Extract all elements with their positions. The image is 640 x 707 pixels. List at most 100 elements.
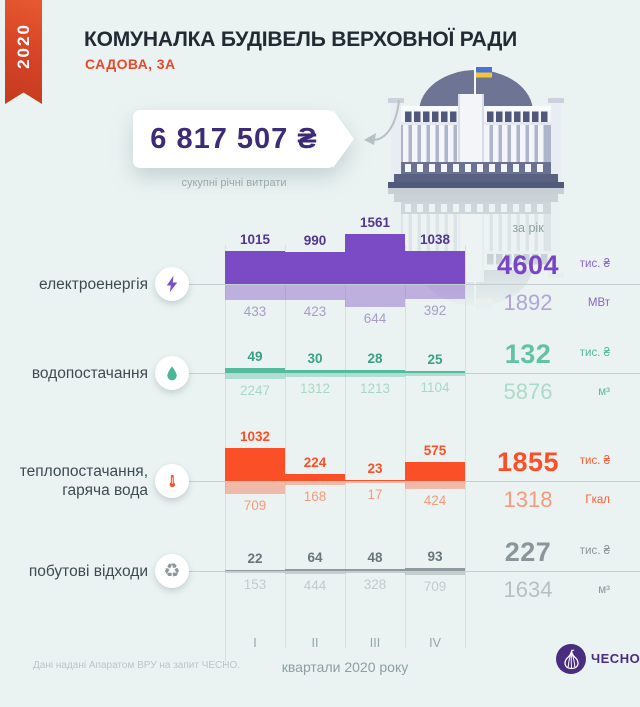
row-label-line: електроенергія (39, 276, 148, 293)
annual-usage-unit: Гкал (585, 494, 610, 506)
quarter-category-IV: IV (429, 636, 441, 650)
recycle-icon: ♻ (155, 554, 189, 588)
cost-value-label: 93 (427, 549, 443, 564)
row-label-household-waste: побутові відходи (0, 562, 148, 581)
cost-value-label: 23 (367, 460, 383, 476)
cost-value-label: 22 (247, 550, 263, 566)
bar-usage-household-waste-q2 (285, 572, 345, 574)
bar-usage-water-q3 (345, 374, 405, 377)
usage-value-label: 168 (303, 488, 327, 504)
bar-usage-heating-hot-water-q4 (405, 482, 465, 490)
usage-value-label: 644 (363, 311, 387, 327)
annual-usage-heating-hot-water: 1318 (503, 487, 553, 512)
building-address: САДОВА, 3А (85, 56, 176, 72)
bar-cost-water-q3 (345, 370, 405, 373)
usage-value-label: 423 (303, 303, 327, 319)
bar-usage-electricity-q3 (345, 285, 405, 308)
bar-cost-heating-hot-water-q3 (345, 479, 405, 481)
usage-value-label: 1312 (299, 380, 331, 396)
total-cost-tag: 6 817 507 ₴ (133, 110, 359, 170)
total-annual-cost: 6 817 507 ₴ (150, 122, 318, 155)
annual-cost-heating-hot-water: 1855 (496, 447, 560, 477)
lightning-icon (155, 267, 189, 301)
connector-arrow-icon (364, 99, 400, 145)
bar-usage-heating-hot-water-q2 (285, 482, 345, 485)
x-axis-label: квартали 2020 року (281, 659, 409, 675)
cost-value-label: 1032 (239, 428, 271, 444)
annual-cost-unit: тис. ₴ (579, 455, 610, 467)
bar-cost-electricity-q2 (285, 252, 345, 284)
bar-cost-heating-hot-water-q1 (225, 447, 285, 481)
cost-value-label: 224 (303, 454, 327, 470)
annual-usage-unit: м³ (598, 584, 610, 596)
annual-usage-electricity: 1892 (503, 290, 553, 315)
building-reflection (388, 188, 564, 310)
tag-pointer (333, 110, 354, 168)
annual-cost-unit: тис. ₴ (579, 347, 610, 359)
bar-cost-water-q1 (225, 368, 285, 373)
row-label-water: водопостачання (0, 364, 148, 383)
usage-value-label: 709 (243, 497, 267, 513)
bar-cost-household-waste-q4 (405, 568, 465, 571)
cost-value-label: 64 (307, 549, 323, 565)
usage-value-label: 153 (243, 576, 267, 592)
bar-usage-water-q4 (405, 374, 465, 377)
annual-usage-unit: м³ (598, 386, 610, 398)
bar-cost-heating-hot-water-q2 (285, 473, 345, 481)
bar-cost-water-q2 (285, 370, 345, 373)
bar-cost-household-waste-q2 (285, 568, 345, 571)
annual-cost-household-waste: 227 (504, 537, 552, 567)
row-axis-line (160, 481, 640, 482)
bar-cost-electricity-q4 (405, 250, 465, 284)
annual-cost-unit: тис. ₴ (579, 258, 610, 270)
chesno-logo-icon (556, 644, 586, 674)
year-ribbon-inner: 2020 (5, 0, 42, 92)
chesno-logo-text: ЧЕСНО (591, 651, 640, 666)
bar-usage-electricity-q1 (225, 285, 285, 300)
cost-value-label: 28 (367, 351, 383, 367)
annual-usage-unit: МВт (587, 297, 610, 309)
usage-value-label: 2247 (239, 382, 271, 398)
quarter-guide-line (405, 245, 406, 648)
row-axis-line (160, 373, 640, 374)
annual-cost-water: 132 (504, 339, 552, 369)
parliament-building-icon (388, 66, 564, 188)
bar-usage-household-waste-q1 (225, 572, 285, 573)
cost-value-label: 1561 (359, 214, 391, 230)
usage-value-label: 328 (363, 577, 387, 593)
quarter-guide-line (345, 245, 346, 648)
row-axis-line (160, 571, 640, 572)
cost-value-label: 1038 (419, 231, 451, 247)
cost-value-label: 1015 (239, 232, 271, 248)
parliament-building-illustration (388, 64, 564, 310)
per-year-column-label: за рік (512, 221, 544, 235)
usage-value-label: 444 (303, 577, 327, 593)
page-title: КОМУНАЛКА БУДІВЕЛЬ ВЕРХОВНОЇ РАДИ (84, 28, 518, 51)
usage-value-label: 17 (367, 486, 383, 502)
year-label: 2020 (13, 23, 33, 69)
bar-usage-water-q1 (225, 374, 285, 379)
row-label-line: водопостачання (31, 365, 148, 382)
bar-usage-electricity-q4 (405, 285, 465, 299)
water-drop-icon (155, 356, 189, 390)
row-label-line: побутові відходи (28, 563, 148, 580)
annual-usage-water: 5876 (503, 379, 553, 404)
bar-usage-heating-hot-water-q1 (225, 482, 285, 494)
thermometer-icon (155, 464, 189, 498)
annual-cost-electricity: 4604 (496, 250, 560, 280)
cost-value-label: 30 (307, 351, 323, 366)
cost-value-label: 990 (303, 233, 327, 249)
usage-value-label: 424 (423, 493, 447, 509)
row-label-line: гаряча вода (62, 482, 148, 499)
quarter-guide-line (465, 245, 466, 648)
data-source-note: Дані надані Апаратом ВРУ на запит ЧЕСНО. (33, 660, 241, 671)
quarter-category-I: I (253, 636, 257, 650)
bar-usage-heating-hot-water-q3 (345, 482, 405, 483)
bar-cost-water-q4 (405, 370, 465, 373)
bar-usage-water-q2 (285, 374, 345, 377)
bar-cost-electricity-q1 (225, 251, 285, 284)
row-axis-line (160, 284, 640, 285)
usage-value-label: 1213 (359, 380, 391, 396)
cost-value-label: 575 (423, 443, 447, 459)
